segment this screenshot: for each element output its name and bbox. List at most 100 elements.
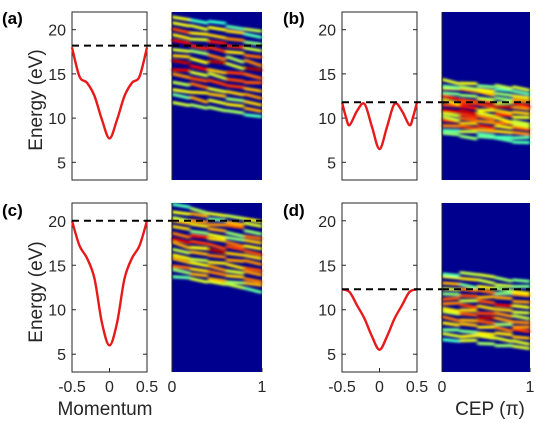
panel-label-c: (c) bbox=[2, 201, 23, 220]
heatmap-stripe bbox=[441, 103, 460, 108]
heatmap-stripe bbox=[441, 321, 460, 327]
heatmap-stripe bbox=[441, 337, 460, 343]
heatmap-stripe bbox=[512, 115, 531, 120]
heatmap-x-tick-label: 1 bbox=[526, 379, 535, 396]
heatmap-x-tick-label: 0 bbox=[438, 379, 447, 396]
heatmap-stripe bbox=[207, 279, 227, 286]
heatmap-stripe bbox=[207, 45, 227, 54]
heatmap-stripe bbox=[225, 269, 245, 275]
heatmap-stripe bbox=[189, 49, 209, 56]
y-tick-label: 15 bbox=[48, 258, 66, 275]
heatmap-stripe bbox=[225, 223, 245, 230]
heatmap-stripe bbox=[494, 91, 513, 98]
x-tick-label: -0.5 bbox=[58, 379, 86, 396]
heatmap-stripe bbox=[171, 100, 191, 108]
heatmap-stripe bbox=[171, 264, 191, 270]
x-tick-label: 0 bbox=[105, 379, 114, 396]
heatmap-stripe bbox=[225, 83, 245, 90]
heatmap-stripe bbox=[225, 282, 245, 290]
heatmap-stripe bbox=[225, 97, 245, 103]
heatmap-stripe bbox=[171, 240, 191, 250]
heatmap-stripe bbox=[243, 27, 263, 33]
heatmap-stripe bbox=[171, 72, 191, 80]
heatmap-stripe bbox=[512, 310, 531, 315]
heatmap-stripe bbox=[512, 278, 531, 284]
heatmap-stripe bbox=[494, 121, 513, 126]
axes-frame bbox=[71, 11, 148, 181]
heatmap-stripe bbox=[512, 135, 531, 140]
heatmap-stripe bbox=[441, 111, 460, 118]
heatmap-stripe bbox=[512, 335, 531, 340]
y-tick-label: 20 bbox=[318, 23, 336, 40]
heatmap-stripe bbox=[476, 89, 496, 97]
heatmap-stripe bbox=[225, 251, 245, 257]
y-tick-label: 10 bbox=[48, 111, 66, 128]
heatmap-stripe bbox=[207, 105, 227, 113]
heatmap-stripe bbox=[512, 304, 531, 310]
heatmap-stripe bbox=[225, 24, 245, 31]
heatmap-stripe bbox=[171, 87, 191, 94]
heatmap-stripe bbox=[189, 81, 209, 90]
heatmap-stripe bbox=[189, 272, 209, 278]
heatmap-stripe bbox=[171, 275, 191, 280]
y-tick-label: 5 bbox=[57, 155, 66, 172]
heatmap-stripe bbox=[243, 58, 263, 68]
heatmap-stripe bbox=[207, 242, 227, 251]
heatmap-stripe bbox=[459, 318, 478, 323]
heatmap-stripe bbox=[459, 98, 478, 104]
heatmap-stripe bbox=[459, 333, 478, 339]
x-tick-label: 0 bbox=[375, 379, 384, 396]
heatmap-stripe bbox=[494, 112, 513, 118]
panel-label-d: (d) bbox=[283, 201, 305, 220]
heatmap-stripe bbox=[207, 236, 227, 243]
heatmap-stripe bbox=[512, 110, 531, 116]
heatmap-stripe bbox=[189, 229, 209, 235]
heatmap-stripe bbox=[225, 214, 245, 221]
heatmap-stripe bbox=[207, 59, 227, 65]
heatmap-stripe bbox=[171, 32, 191, 41]
heatmap-stripe bbox=[189, 222, 209, 229]
heatmap-stripe bbox=[207, 253, 227, 259]
heatmap-stripe bbox=[494, 275, 513, 283]
heatmap-stripe bbox=[477, 341, 495, 346]
heatmap-stripe bbox=[189, 250, 209, 256]
heatmap-stripe bbox=[171, 53, 191, 59]
x-axis-label-momentum: Momentum bbox=[57, 399, 152, 420]
heatmap-stripe bbox=[459, 116, 478, 123]
heatmap-stripe bbox=[512, 94, 531, 100]
heatmap-stripe bbox=[171, 68, 191, 73]
heatmap-stripe bbox=[189, 76, 209, 83]
line-panel: 5 10 15 20 -0.5 0 0.5 bbox=[48, 202, 172, 396]
heatmap-stripe bbox=[459, 302, 478, 310]
heatmap-stripe bbox=[225, 235, 245, 242]
heatmap-stripes bbox=[171, 15, 263, 119]
heatmap-stripe bbox=[243, 40, 263, 46]
heatmap-stripe bbox=[494, 303, 513, 308]
heatmap-stripe bbox=[441, 131, 460, 137]
heatmap-stripe bbox=[243, 106, 263, 113]
heatmap-stripe bbox=[207, 19, 227, 25]
heatmap-stripe bbox=[494, 124, 513, 130]
heatmap-stripe bbox=[243, 281, 263, 287]
heatmap-stripe bbox=[225, 280, 245, 285]
heatmap-stripe bbox=[189, 233, 209, 240]
heatmap-stripe bbox=[512, 125, 531, 132]
dispersion-curve bbox=[340, 101, 419, 151]
heatmap-stripe bbox=[477, 319, 495, 325]
y-tick-label: 5 bbox=[327, 347, 336, 364]
heatmap-stripe bbox=[189, 95, 209, 105]
heatmap-stripe bbox=[225, 55, 245, 65]
heatmap-stripe bbox=[512, 339, 531, 346]
heatmap-stripe bbox=[476, 299, 496, 305]
heatmap-stripe bbox=[243, 53, 263, 59]
heatmap-stripe bbox=[189, 90, 209, 95]
heatmap-stripe bbox=[459, 329, 478, 334]
heatmap-stripe bbox=[441, 281, 460, 286]
heatmap-stripe bbox=[225, 77, 245, 83]
heatmap-stripe bbox=[243, 234, 263, 241]
y-tick-label: 15 bbox=[318, 67, 336, 84]
heatmap-stripe bbox=[207, 53, 227, 62]
heatmap-stripe bbox=[512, 292, 531, 298]
heatmap-stripe bbox=[477, 132, 495, 138]
